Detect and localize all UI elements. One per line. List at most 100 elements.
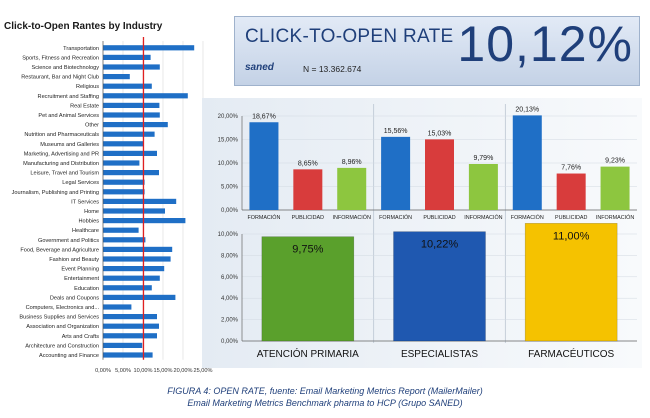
segment-bar-value: 18,67% <box>252 113 276 120</box>
industry-label: Other <box>85 123 99 129</box>
segment-category-label: PUBLICIDAD <box>555 215 587 221</box>
summary-bar-value: 10,22% <box>421 239 459 251</box>
segment-category-label: PUBLICIDAD <box>292 215 324 221</box>
industry-bar <box>103 246 173 252</box>
industry-bar <box>103 102 160 108</box>
segment-bar-value: 8,96% <box>342 159 362 166</box>
segment-bar <box>293 169 323 210</box>
segment-bar <box>425 139 454 210</box>
segment-category-label: FORMACIÓN <box>379 214 412 221</box>
segment-group-label: FARMACÉUTICOS <box>528 347 614 360</box>
summary-bar-value: 9,75% <box>292 244 323 256</box>
kpi-label: CLICK-TO-OPEN RATE <box>245 26 454 47</box>
industry-bar <box>103 150 157 156</box>
segment-category-label: FORMACIÓN <box>247 214 280 221</box>
industry-bar <box>103 83 152 89</box>
industry-label: Recruitment and Staffing <box>38 94 99 100</box>
industry-label: Pet and Animal Services <box>38 113 99 119</box>
industry-bar <box>103 285 152 291</box>
industry-label: Religious <box>76 84 99 90</box>
segment-category-label: INFORMACIÓN <box>464 214 502 221</box>
segment-bar-value: 15,03% <box>428 130 452 137</box>
lower-y-tick-label: 6,00% <box>221 275 239 281</box>
segment-category-label: INFORMACIÓN <box>333 214 371 221</box>
industry-label: Healthcare <box>72 228 99 234</box>
industry-label: Architecture and Construction <box>25 343 99 349</box>
segment-bar-value: 8,65% <box>298 160 318 167</box>
segment-group-label: ESPECIALISTAS <box>401 349 478 360</box>
segment-bar <box>249 122 279 210</box>
industry-bar <box>103 189 145 195</box>
summary-bar <box>524 223 618 342</box>
industry-bar <box>103 304 132 310</box>
lower-y-tick-label: 10,00% <box>218 232 239 238</box>
segment-bar-value: 20,13% <box>515 106 539 113</box>
segment-bar <box>556 173 586 210</box>
industry-bar <box>103 256 171 262</box>
industry-bar <box>103 54 151 60</box>
industry-bar <box>103 141 144 147</box>
segment-bar <box>381 136 411 210</box>
sample-size: N = 13.362.674 <box>303 64 362 74</box>
saned-logo: saned <box>245 62 274 73</box>
kpi-value: 10,12% <box>457 16 633 72</box>
industry-bar <box>103 342 143 348</box>
industry-bar <box>103 93 188 99</box>
segment-group-label: ATENCIÓN PRIMARIA <box>257 347 359 360</box>
industry-bar <box>103 208 165 214</box>
industry-bar <box>103 323 159 329</box>
upper-y-tick-label: 15,00% <box>218 138 239 144</box>
industry-bar <box>103 227 139 233</box>
industry-bar <box>103 266 165 272</box>
industry-label: Association and Organization <box>26 324 99 330</box>
segment-category-label: INFORMACIÓN <box>596 214 634 221</box>
industry-label: Legal Services <box>62 180 99 186</box>
industry-label: IT Services <box>71 199 99 205</box>
industry-label: Leisure, Travel and Tourism <box>30 171 99 177</box>
segment-bar <box>468 163 498 210</box>
segment-category-label: PUBLICIDAD <box>423 215 455 221</box>
segment-bar-value: 9,79% <box>473 155 493 162</box>
industry-bar <box>103 218 186 224</box>
industry-chart-title: Click-to-Open Rantes by Industry <box>4 21 163 32</box>
segment-bar-value: 7,76% <box>561 165 581 172</box>
industry-label: Sports, Fitness and Recreation <box>22 55 99 61</box>
industry-label: Fashion and Beauty <box>49 257 99 263</box>
industry-bar <box>103 179 145 185</box>
lower-y-tick-label: 8,00% <box>221 253 239 259</box>
industry-bar <box>103 122 168 128</box>
figure-caption-line-1: FIGURA 4: OPEN RATE, fuente: Email Marke… <box>167 386 483 396</box>
industry-bar <box>103 64 160 70</box>
industry-label: Entertainment <box>64 276 99 282</box>
segment-bar-value: 15,56% <box>384 128 408 135</box>
industry-label: Restaurant, Bar and Night Club <box>21 75 99 81</box>
x-tick-label: 5,00% <box>115 368 131 374</box>
industry-label: Nutrition and Pharmaceuticals <box>24 132 99 138</box>
industry-bar <box>103 314 157 320</box>
x-tick-label: 15,00% <box>154 368 173 374</box>
segment-bar <box>600 166 630 210</box>
industry-bar <box>103 237 146 243</box>
upper-y-tick-label: 10,00% <box>218 161 239 167</box>
x-tick-label: 0,00% <box>95 368 111 374</box>
industry-label: Journalism, Publishing and Printing <box>12 190 99 196</box>
industry-bar <box>103 160 140 166</box>
segment-category-label: FORMACIÓN <box>511 214 544 221</box>
industry-label: Accounting and Finance <box>39 353 99 359</box>
industry-label: Arts and Crafts <box>62 334 100 340</box>
industry-label: Transportation <box>63 46 99 52</box>
industry-bar <box>103 275 160 281</box>
industry-bar <box>103 45 195 51</box>
industry-label: Food, Beverage and Agriculture <box>20 247 99 253</box>
industry-label: Deals and Coupons <box>50 295 99 301</box>
upper-y-tick-label: 20,00% <box>218 114 239 120</box>
industry-label: Home <box>84 209 99 215</box>
industry-label: Hobbies <box>78 219 99 225</box>
industry-bar <box>103 112 160 118</box>
industry-label: Real Estate <box>70 103 99 109</box>
segment-bar-charts: 0,00% 5,00% 10,00% 15,00% 20,00% 18,67% FORMAC… <box>218 104 637 360</box>
summary-bar-value: 11,00% <box>553 230 590 242</box>
kpi-panel: CLICK-TO-OPEN RATE 10,12% saned N = 13.3… <box>234 16 640 86</box>
industry-label: Marketing, Advertising and PR <box>24 151 99 157</box>
industry-label: Government and Politics <box>38 238 99 244</box>
